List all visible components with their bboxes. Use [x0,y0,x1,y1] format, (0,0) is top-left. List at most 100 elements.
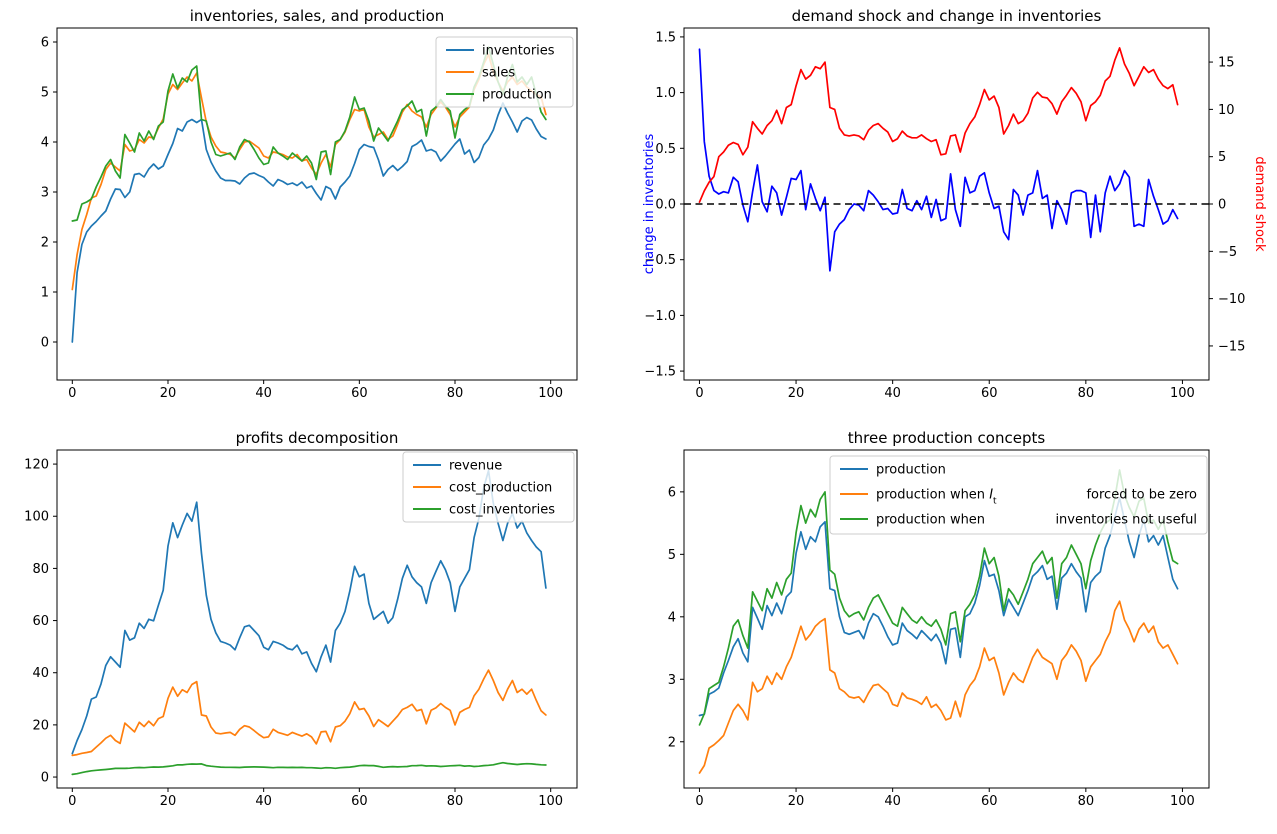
x-tick-label: 60 [981,386,998,401]
y-tick-label: 2 [668,735,676,750]
y-tick-label: 60 [32,614,49,629]
x-tick-label: 60 [351,386,368,401]
y-tick-label: −0.5 [644,253,676,268]
chart-title: demand shock and change in inventories [792,7,1102,25]
series-inventories-line [71,102,547,343]
right-y-tick-label: 15 [1218,56,1235,71]
series-production-line [71,46,547,222]
y-tick-label: 4 [41,136,49,151]
legend-label: production [482,88,552,103]
series-group [71,46,547,343]
y-tick-label: 20 [32,718,49,733]
chart-title: three production concepts [848,429,1046,447]
y-tick-label: 120 [24,458,49,473]
y-tick-label: −1.0 [644,309,676,324]
y-tick-label: 5 [668,548,676,563]
chart-canvas: 0 20 40 60 80 100 0 20 40 60 80 100 120 profits decom… [24,429,578,809]
chart-title: profits decomposition [236,429,399,447]
series-cost_production-line [71,669,547,757]
y-tick-label: 100 [24,510,49,525]
y-tick-label: 6 [668,485,676,500]
legend-label-suffix: inventories not useful [1055,513,1197,528]
chart-inventories-sales-production: 0 20 40 60 80 100 0 1 2 3 4 5 6 inventories, sales, a… [0,0,638,417]
legend-label: production when [876,513,985,528]
x-tick-label: 0 [68,794,76,809]
y-tick-label: 0.5 [655,142,676,157]
legend-label: inventories [482,44,555,59]
series-production_when_inventories_forced_zero-line [698,600,1179,774]
left-y-axis-label: change in inventories [642,134,657,275]
legend-label: cost_inventories [449,503,555,518]
y-tick-label: 1.5 [655,30,676,45]
x-tick-label: 100 [538,794,563,809]
y-tick-label: 6 [41,36,49,51]
y-tick-label: 1 [41,286,49,301]
x-tick-label: 40 [255,794,272,809]
axes-spines [56,27,578,381]
legend-box [402,451,575,523]
right-y-tick-label: −10 [1218,292,1245,307]
chart-canvas: 0 20 40 60 80 100 2 3 4 5 6 three production concep… [668,429,1210,809]
chart-profits-decomposition: 0 20 40 60 80 100 0 20 40 60 80 100 120 profits decom… [0,417,638,834]
chart-demand-shock-change-in-inventories: 0 20 40 60 80 100 −1.5 −1.0 −0.5 0.0 0.5 1.0 1.5 −15 −… [639,0,1277,417]
x-tick-label: 20 [160,794,177,809]
chart-three-production-concepts: 0 20 40 60 80 100 2 3 4 5 6 three production concep… [639,417,1277,834]
x-tick-label: 100 [538,386,563,401]
series-cost_inventories-line [71,761,547,776]
right-y-axis-label: demand shock [1252,156,1267,252]
chart-canvas: 0 20 40 60 80 100 0 1 2 3 4 5 6 inventories, sales, a… [41,7,578,401]
legend-box [829,455,1208,535]
legend-label: revenue [449,459,502,474]
legend-label: cost_production [449,481,552,496]
y-tick-label: 4 [668,610,676,625]
y-tick-label: 40 [32,666,49,681]
series-change_in_inventories-line [698,48,1179,272]
legend: revenue cost_production cost_inventories [402,451,575,523]
y-tick-label: 2 [41,236,49,251]
legend-label: production [876,463,946,478]
series-production-line [698,497,1179,717]
x-tick-label: 100 [1170,794,1195,809]
legend-label: production when It [876,488,997,507]
x-tick-label: 40 [884,386,901,401]
series-sales-line [71,53,547,291]
x-tick-label: 80 [1078,794,1095,809]
x-tick-label: 100 [1170,386,1195,401]
legend-label: sales [482,66,515,81]
axes-spines [683,449,1210,789]
right-y-tick-label: −5 [1218,245,1237,260]
x-tick-label: 60 [351,794,368,809]
x-tick-label: 20 [788,386,805,401]
series-group [698,47,1179,272]
x-tick-label: 80 [447,386,464,401]
chart-canvas: 0 20 40 60 80 100 −1.5 −1.0 −0.5 0.0 0.5 1.0 1.5 −15 −… [642,7,1267,401]
series-group [698,469,1179,774]
x-tick-label: 0 [68,386,76,401]
legend-label-suffix: forced to be zero [1086,488,1197,503]
y-tick-label: 0 [41,771,49,786]
y-tick-label: 1.0 [655,86,676,101]
x-tick-label: 60 [981,794,998,809]
right-y-tick-label: −15 [1218,339,1245,354]
x-tick-label: 80 [1078,386,1095,401]
x-tick-label: 0 [695,794,703,809]
y-tick-label: −1.5 [644,365,676,380]
series-revenue-line [71,469,547,755]
x-tick-label: 40 [884,794,901,809]
x-tick-label: 20 [788,794,805,809]
x-tick-label: 0 [695,386,703,401]
y-tick-label: 5 [41,86,49,101]
right-y-tick-label: 0 [1218,198,1226,213]
y-tick-label: 0.0 [655,198,676,213]
y-tick-label: 0 [41,336,49,351]
y-tick-label: 3 [41,186,49,201]
y-tick-label: 3 [668,673,676,688]
legend-box [435,36,574,108]
legend: production production when It forced to be… [829,455,1208,535]
chart-title: inventories, sales, and production [190,7,445,25]
series-demand_shock-line [698,47,1179,203]
x-tick-label: 20 [160,386,177,401]
legend: inventories sales production [435,36,574,108]
axes-spines [56,449,578,789]
